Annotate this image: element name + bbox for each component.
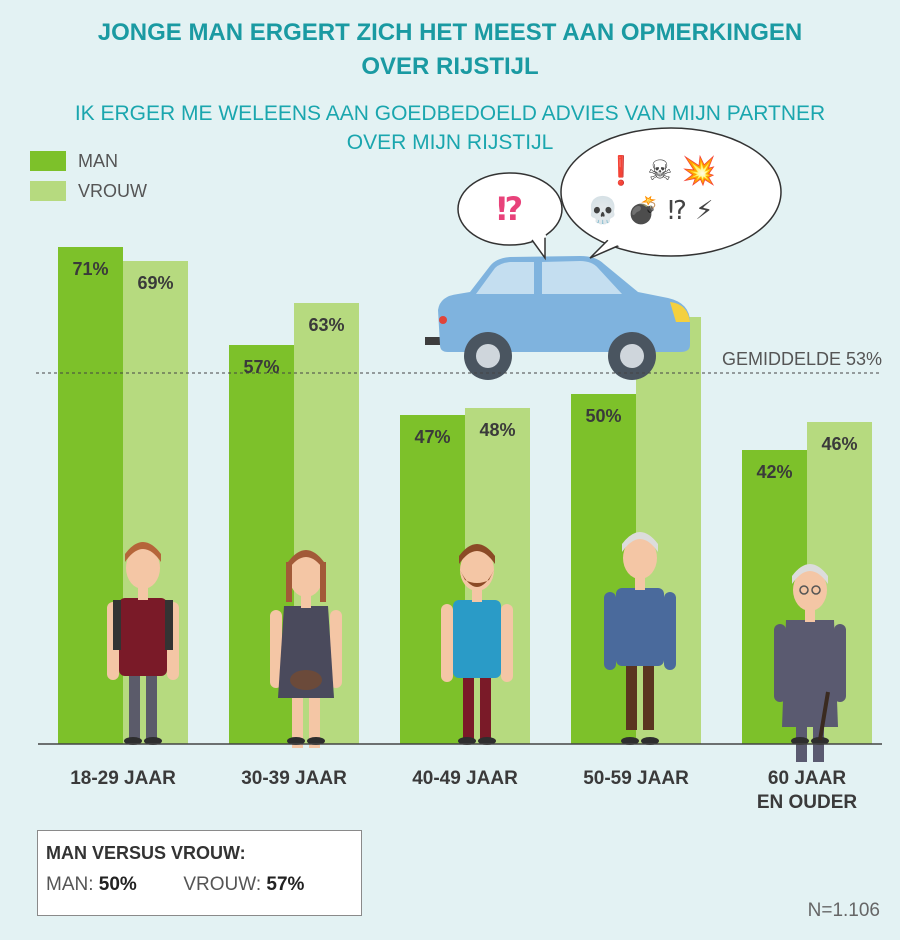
category-label-1: 18-29 JAAR xyxy=(70,768,176,789)
speech-right-bottom-text: 💀 💣 ⁉ ⚡ xyxy=(587,195,714,227)
bar-label-vrouw-5: 46% xyxy=(821,434,857,454)
sample-size: N=1.106 xyxy=(807,900,880,921)
bar-label-vrouw-1: 69% xyxy=(137,273,173,293)
speech-right-top-text: ❗ ☠ 💥 xyxy=(604,154,717,187)
bars-layer: 71%69%57%63%47%48%50%61%42%46% xyxy=(58,247,872,744)
summary-title: MAN VERSUS VROUW: xyxy=(46,843,246,863)
bar-label-man-3: 47% xyxy=(414,427,450,447)
bar-label-man-1: 71% xyxy=(72,259,108,279)
speech-bubble-left: ⁉ xyxy=(457,172,563,261)
young-woman-illustration xyxy=(270,550,342,748)
bar-label-man-5: 42% xyxy=(756,462,792,482)
category-label-2: 30-39 JAAR xyxy=(241,768,347,789)
bar-label-vrouw-3: 48% xyxy=(479,420,515,440)
bar-man-4 xyxy=(571,394,636,744)
category-label-3: 40-49 JAAR xyxy=(412,768,518,789)
title-line-1: JONGE MAN ERGERT ZICH HET MEEST AAN OPME… xyxy=(97,19,803,46)
young-man-illustration xyxy=(107,542,179,745)
summary-man-value: 50% xyxy=(98,874,137,895)
bar-label-man-4: 50% xyxy=(585,406,621,426)
bar-label-vrouw-2: 63% xyxy=(308,315,344,335)
chart-subtitle: IK ERGER ME WELEENS AAN GOEDBEDOELD ADVI… xyxy=(0,99,900,157)
category-label-4: 50-59 JAAR xyxy=(583,768,689,789)
summary-vrouw-value: 57% xyxy=(266,874,305,895)
category-labels: 18-29 JAAR 30-39 JAAR 40-49 JAAR 50-59 JAAR… xyxy=(70,768,857,813)
category-label-5: 60 JAAR EN OUDER xyxy=(757,768,858,813)
legend-label-vrouw: VROUW xyxy=(78,180,147,201)
bearded-man-illustration xyxy=(441,544,513,745)
speech-bubble-right: ❗ ☠ 💥 💀 💣 ⁉ ⚡ xyxy=(560,127,782,259)
subtitle-line-2: OVER MIJN RIJSTIJL xyxy=(346,131,554,154)
people-illustrations xyxy=(107,532,846,762)
summary-man-label: MAN: xyxy=(46,874,94,895)
summary-vrouw-label: VROUW: xyxy=(183,874,262,895)
car-illustration: ⁉ ❗ ☠ 💥 💀 💣 ⁉ ⚡ xyxy=(425,127,782,380)
legend-item-man: MAN xyxy=(30,146,147,176)
older-woman-illustration xyxy=(774,564,846,762)
summary-box: MAN VERSUS VROUW: MAN: 50% VROUW: 57% xyxy=(37,830,362,916)
legend-swatch-man xyxy=(30,151,66,171)
legend: MAN VROUW xyxy=(30,146,147,206)
average-line-group: GEMIDDELDE 53% xyxy=(36,349,882,374)
legend-label-man: MAN xyxy=(78,150,118,171)
older-man-illustration xyxy=(604,532,676,745)
car-icon xyxy=(425,256,690,380)
bar-chart: 71%69%57%63%47%48%50%61%42%46% ⁉ ❗ ☠ � xyxy=(36,127,882,813)
legend-swatch-vrouw xyxy=(30,181,66,201)
bar-man-3 xyxy=(400,415,465,744)
average-label: GEMIDDELDE 53% xyxy=(722,349,882,369)
summary-values: MAN: 50% VROUW: 57% xyxy=(46,874,361,896)
subtitle-line-1: IK ERGER ME WELEENS AAN GOEDBEDOELD ADVI… xyxy=(74,102,826,125)
bar-label-man-2: 57% xyxy=(243,357,279,377)
legend-item-vrouw: VROUW xyxy=(30,176,147,206)
title-line-2: OVER RIJSTIJL xyxy=(361,53,539,80)
chart-title: JONGE MAN ERGERT ZICH HET MEEST AAN OPME… xyxy=(0,16,900,84)
speech-left-text: ⁉ xyxy=(497,190,524,228)
